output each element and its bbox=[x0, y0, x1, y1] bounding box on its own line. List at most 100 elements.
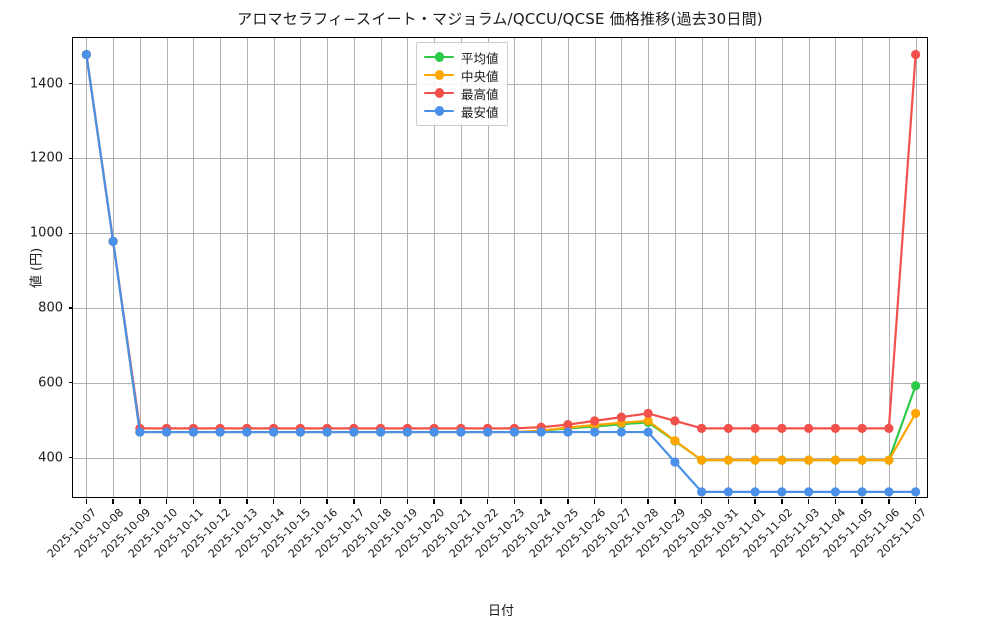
x-tick-mark bbox=[326, 499, 328, 504]
legend-dot-icon bbox=[434, 106, 444, 116]
data-point bbox=[911, 49, 921, 60]
x-tick-mark bbox=[888, 499, 890, 504]
gridline-vertical bbox=[621, 38, 623, 497]
data-point bbox=[402, 427, 412, 437]
data-point bbox=[269, 427, 279, 437]
data-point bbox=[857, 455, 867, 465]
legend-item[interactable]: 中央値 bbox=[424, 66, 499, 84]
gridline-vertical bbox=[380, 38, 382, 497]
gridline-horizontal bbox=[73, 307, 927, 309]
gridline-vertical bbox=[755, 38, 757, 497]
legend-dot-icon bbox=[434, 70, 444, 80]
data-point bbox=[295, 427, 305, 437]
data-point bbox=[911, 408, 921, 418]
gridline-vertical bbox=[701, 38, 703, 497]
y-tick-mark bbox=[68, 456, 73, 459]
legend-item[interactable]: 最安値 bbox=[424, 102, 499, 120]
data-point bbox=[723, 455, 733, 465]
legend-item[interactable]: 平均値 bbox=[424, 48, 499, 66]
gridline-vertical bbox=[781, 38, 783, 497]
gridline-horizontal bbox=[73, 233, 927, 235]
x-tick-mark bbox=[406, 499, 409, 504]
data-point bbox=[697, 487, 707, 497]
x-tick-mark bbox=[486, 499, 489, 504]
data-point bbox=[215, 427, 225, 437]
gridline-vertical bbox=[541, 38, 543, 497]
x-tick-mark bbox=[540, 499, 542, 504]
data-point bbox=[616, 412, 626, 422]
legend-item[interactable]: 最高値 bbox=[424, 84, 499, 102]
data-point bbox=[563, 427, 573, 437]
data-point bbox=[643, 408, 653, 418]
data-point bbox=[777, 455, 787, 465]
data-point bbox=[349, 427, 359, 437]
legend-swatch bbox=[424, 86, 454, 100]
gridline-vertical bbox=[514, 38, 516, 497]
gridline-vertical bbox=[594, 38, 596, 497]
legend-label: 最安値 bbox=[461, 104, 499, 120]
data-point bbox=[884, 487, 894, 497]
y-tick-label: 1200 bbox=[29, 150, 63, 166]
x-tick-mark bbox=[353, 499, 355, 504]
data-point bbox=[830, 455, 840, 465]
x-tick-mark bbox=[593, 499, 596, 504]
chart-figure: アロマセラフィ−スイート・マジョラム/QCCU/QCSE 価格推移(過去30日間… bbox=[29, 10, 929, 619]
gridline-horizontal bbox=[73, 382, 927, 384]
data-point bbox=[750, 423, 760, 433]
x-tick-mark bbox=[112, 499, 114, 504]
x-tick-mark bbox=[379, 499, 382, 504]
gridline-vertical bbox=[300, 38, 302, 497]
x-axis-label: 日付 bbox=[487, 604, 514, 619]
data-point bbox=[697, 423, 707, 433]
series-最安値 bbox=[81, 49, 921, 497]
gridline-vertical bbox=[353, 38, 355, 497]
data-point bbox=[563, 420, 573, 430]
y-tick-mark bbox=[68, 82, 73, 85]
data-point bbox=[456, 427, 466, 437]
legend-swatch bbox=[424, 50, 454, 64]
legend-dot-icon bbox=[434, 52, 444, 62]
data-point bbox=[777, 487, 787, 497]
x-tick-mark bbox=[513, 499, 516, 504]
legend-swatch bbox=[424, 104, 454, 118]
data-point bbox=[81, 49, 91, 60]
gridline-vertical bbox=[567, 38, 569, 497]
data-point bbox=[911, 381, 921, 391]
y-tick-mark bbox=[68, 157, 73, 160]
gridline-vertical bbox=[728, 38, 730, 497]
x-tick-mark bbox=[192, 499, 195, 504]
x-tick-mark bbox=[620, 499, 623, 504]
y-axis-label: 値 (円) bbox=[29, 247, 45, 288]
gridline-vertical bbox=[674, 38, 676, 497]
x-tick-mark bbox=[219, 499, 221, 504]
data-point bbox=[536, 427, 546, 437]
data-point bbox=[857, 487, 867, 497]
x-tick-mark bbox=[807, 499, 810, 504]
data-point bbox=[376, 427, 386, 437]
gridline-vertical bbox=[273, 38, 275, 497]
gridline-vertical bbox=[220, 38, 222, 497]
x-tick-mark bbox=[647, 499, 649, 504]
data-point bbox=[135, 427, 145, 437]
y-tick-label: 400 bbox=[38, 450, 63, 465]
data-point bbox=[670, 436, 680, 446]
data-point bbox=[830, 487, 840, 497]
data-point bbox=[322, 427, 332, 437]
y-tick-mark bbox=[68, 232, 73, 234]
data-point bbox=[670, 416, 680, 426]
gridline-vertical bbox=[835, 38, 837, 497]
gridline-vertical bbox=[407, 38, 409, 497]
grid-layer bbox=[73, 38, 927, 497]
x-tick-mark bbox=[165, 499, 168, 504]
data-point bbox=[509, 427, 519, 437]
gridline-vertical bbox=[487, 38, 489, 497]
x-tick-mark bbox=[700, 499, 703, 504]
data-point bbox=[643, 427, 653, 437]
legend-swatch bbox=[424, 68, 454, 82]
data-point bbox=[188, 427, 198, 437]
gridline-vertical bbox=[862, 38, 864, 497]
gridline-vertical bbox=[139, 38, 141, 497]
y-tick-mark bbox=[68, 382, 73, 384]
gridline-vertical bbox=[915, 38, 917, 497]
x-tick-mark bbox=[727, 499, 730, 504]
